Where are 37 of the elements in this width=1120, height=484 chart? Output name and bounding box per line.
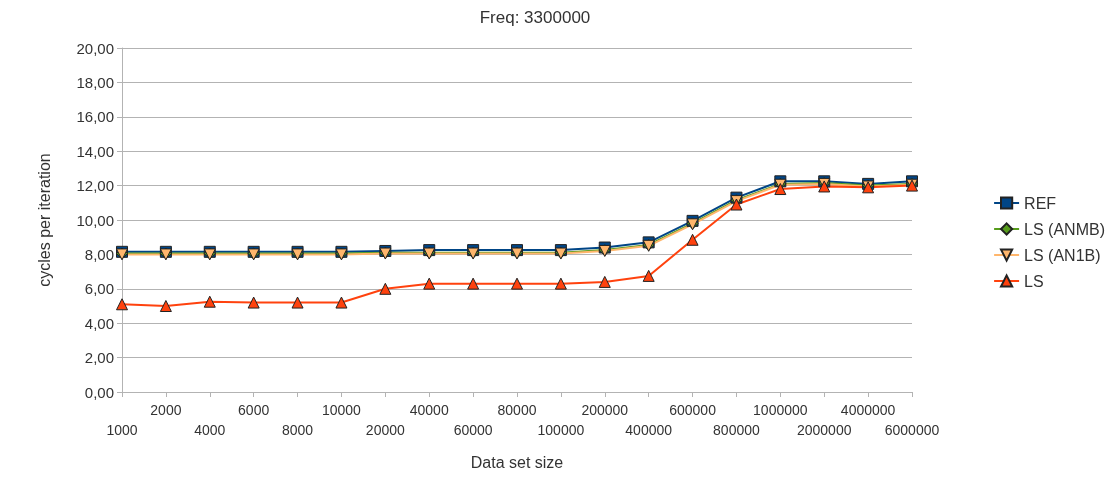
x-tick-label: 600000 bbox=[669, 402, 717, 418]
x-tick-label: 4000 bbox=[194, 422, 226, 438]
x-tick-label: 8000 bbox=[281, 422, 314, 438]
y-tick-label: 10,00 bbox=[76, 211, 114, 229]
y-tick-label: 8,00 bbox=[84, 245, 114, 263]
legend-label: REF bbox=[1024, 194, 1057, 212]
x-tick-label: 80000 bbox=[497, 402, 537, 418]
y-tick-label: 20,00 bbox=[76, 39, 114, 57]
y-tick-label: 4,00 bbox=[84, 314, 114, 332]
x-tick-label: 6000000 bbox=[884, 422, 940, 438]
x-tick-label: 60000 bbox=[453, 422, 493, 438]
y-tick-label: 6,00 bbox=[84, 280, 114, 298]
y-tick-label: 14,00 bbox=[76, 142, 114, 160]
y-tick-label: 0,00 bbox=[84, 383, 114, 401]
x-tick-label: 10000 bbox=[321, 402, 362, 418]
x-tick-label: 4000000 bbox=[840, 402, 896, 418]
legend-label: LS (ANMB) bbox=[1024, 220, 1106, 238]
legend-label: LS (AN1B) bbox=[1024, 246, 1101, 264]
y-tick-label: 12,00 bbox=[76, 177, 114, 195]
x-tick-label: 100000 bbox=[537, 422, 585, 438]
y-tick-label: 16,00 bbox=[76, 108, 114, 126]
legend-label: LS bbox=[1024, 272, 1044, 290]
x-tick-label: 2000000 bbox=[796, 422, 852, 438]
x-tick-label: 6000 bbox=[238, 402, 270, 418]
x-tick-label: 20000 bbox=[365, 422, 406, 438]
x-tick-label: 200000 bbox=[581, 402, 629, 418]
chart-title: Freq: 3300000 bbox=[479, 8, 591, 27]
x-tick-label: 1000000 bbox=[753, 402, 808, 418]
x-tick-label: 800000 bbox=[713, 422, 761, 438]
y-axis-title: cycles per iteration bbox=[35, 153, 53, 287]
x-axis-title: Data set size bbox=[470, 453, 564, 471]
x-tick-label: 40000 bbox=[409, 402, 449, 418]
x-tick-label: 1000 bbox=[106, 422, 138, 438]
x-tick-label: 400000 bbox=[625, 422, 673, 438]
y-tick-label: 18,00 bbox=[76, 73, 114, 91]
y-tick-label: 2,00 bbox=[84, 349, 114, 367]
x-tick-label: 2000 bbox=[150, 402, 182, 418]
